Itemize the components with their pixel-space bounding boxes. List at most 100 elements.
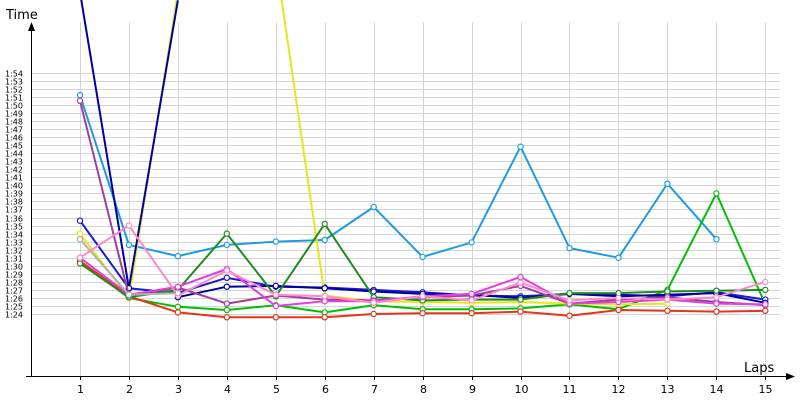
- data-point: [125, 222, 133, 229]
- data-point: [566, 244, 573, 252]
- y-tick-label: 1:34: [5, 231, 23, 240]
- data-point: [321, 293, 328, 300]
- x-tick-label: 1: [77, 383, 84, 396]
- x-tick-label: 7: [371, 383, 378, 396]
- y-tick-label: 1:38: [5, 198, 23, 207]
- y-tick-label: 1:47: [5, 126, 23, 135]
- data-point: [370, 203, 377, 211]
- data-point: [223, 230, 230, 237]
- x-tick-label: 15: [759, 383, 773, 396]
- y-axis-title: Time: [5, 8, 38, 23]
- data-point: [321, 285, 328, 292]
- x-tick-labels: 1 2 3 4 5 6 7 8 9 10 11 12 13 14 15: [77, 383, 773, 396]
- y-tick-label: 1:31: [5, 255, 23, 264]
- data-point: [174, 252, 182, 260]
- data-point: [713, 190, 720, 197]
- data-point: [713, 235, 720, 243]
- x-tick-label: 11: [563, 383, 577, 396]
- y-axis-arrow: [28, 22, 35, 31]
- data-point: [517, 308, 524, 315]
- x-axis-title: Laps: [744, 361, 774, 376]
- data-point: [174, 303, 182, 310]
- data-point: [272, 282, 279, 290]
- y-tick-label: 1:29: [5, 271, 23, 280]
- y-tick-label: 1:36: [5, 215, 23, 224]
- y-tick-label: 1:53: [5, 78, 23, 87]
- x-tick-label: 9: [469, 383, 476, 396]
- data-point: [713, 287, 720, 294]
- y-tick-label: 1:24: [5, 311, 23, 320]
- data-point: [713, 294, 720, 301]
- data-point: [223, 283, 230, 290]
- y-tick-label: 1:42: [5, 166, 23, 175]
- y-tick-label: 1:30: [5, 263, 23, 272]
- data-point: [76, 97, 84, 105]
- x-tick-label: 10: [515, 383, 529, 396]
- data-point: [419, 253, 426, 261]
- x-axis-arrow: [786, 373, 795, 380]
- data-point: [762, 286, 769, 294]
- y-tick-label: 1:25: [5, 303, 23, 312]
- y-tick-label: 1:52: [5, 86, 23, 95]
- data-point: [517, 143, 524, 150]
- data-point: [517, 279, 524, 286]
- data-point: [272, 238, 279, 245]
- data-point: [76, 260, 84, 267]
- data-point: [370, 310, 377, 318]
- data-point: [419, 293, 426, 300]
- data-point: [615, 294, 622, 302]
- y-tick-label: 1:48: [5, 118, 23, 127]
- y-tick-label: 1:51: [5, 94, 23, 103]
- data-point: [174, 283, 182, 290]
- series-layer: [76, 0, 769, 321]
- series-1: [76, 91, 720, 261]
- data-point: [125, 241, 133, 249]
- data-point: [762, 301, 769, 308]
- data-point: [664, 307, 671, 314]
- data-point: [664, 296, 671, 303]
- data-point: [419, 310, 426, 317]
- data-point: [468, 310, 475, 317]
- data-point: [76, 235, 84, 243]
- x-tick-label: 12: [612, 383, 626, 396]
- data-point: [713, 300, 720, 307]
- data-point: [76, 230, 84, 237]
- data-point: [713, 308, 720, 315]
- data-point: [321, 220, 328, 228]
- series-13: [76, 235, 182, 298]
- data-point: [615, 306, 622, 314]
- data-point: [174, 289, 182, 297]
- data-point: [272, 314, 279, 321]
- y-tick-label: 1:35: [5, 223, 23, 232]
- x-tick-label: 5: [273, 383, 280, 396]
- data-point: [664, 180, 671, 187]
- y-tick-label: 1:40: [5, 182, 23, 191]
- y-tick-label: 1:39: [5, 190, 23, 199]
- x-tick-label: 2: [126, 383, 133, 396]
- data-point: [223, 241, 230, 249]
- y-tick-label: 1:28: [5, 279, 23, 288]
- data-point: [174, 309, 182, 316]
- x-tick-label: 4: [224, 383, 231, 396]
- x-tick-label: 8: [420, 383, 427, 396]
- x-tick-label: 6: [322, 383, 329, 396]
- data-point: [125, 291, 133, 298]
- y-tick-label: 1:46: [5, 134, 23, 143]
- data-point: [615, 254, 622, 261]
- data-point: [321, 236, 328, 244]
- series-12: [76, 222, 769, 306]
- series-line: [79, 220, 766, 301]
- data-point: [223, 300, 230, 307]
- data-point: [517, 296, 524, 303]
- data-point: [223, 314, 230, 321]
- data-point: [566, 312, 573, 319]
- data-point: [468, 239, 475, 246]
- data-point: [762, 278, 769, 286]
- data-point: [370, 299, 377, 306]
- data-point: [223, 267, 230, 274]
- data-point: [321, 314, 328, 321]
- x-tick-label: 3: [175, 383, 182, 396]
- y-tick-label: 1:41: [5, 174, 23, 183]
- x-tick-label: 14: [710, 383, 724, 396]
